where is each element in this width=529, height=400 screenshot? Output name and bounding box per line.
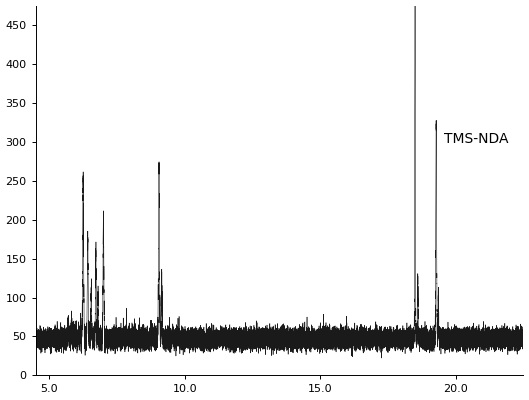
Text: TMS-NDA: TMS-NDA xyxy=(443,132,508,146)
